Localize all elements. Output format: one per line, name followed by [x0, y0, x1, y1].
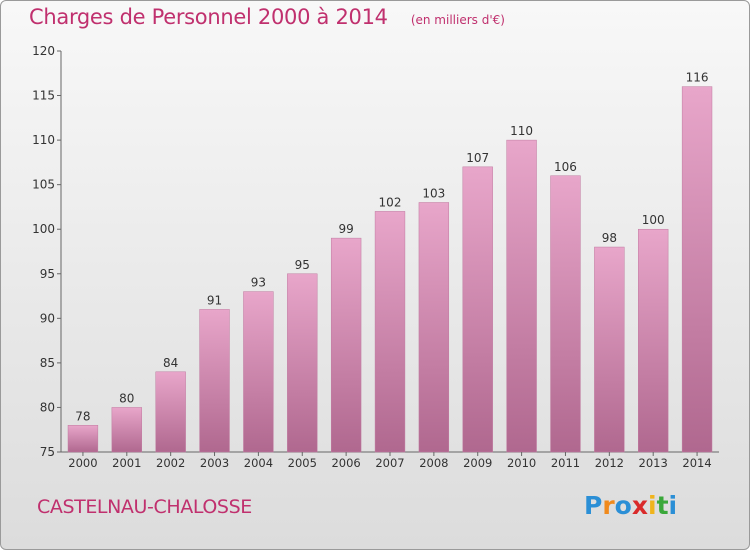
- bar: [594, 246, 625, 453]
- x-tick-label: 2013: [639, 456, 668, 470]
- logo-letter: i: [648, 491, 657, 520]
- bar-value-label: 98: [602, 231, 617, 245]
- logo-letter: P: [584, 491, 603, 520]
- chart-unit: (en milliers d'€): [410, 13, 505, 27]
- x-tick-label: 2000: [68, 456, 97, 470]
- proxiti-logo: Proxiti: [584, 491, 677, 520]
- bar-value-label: 93: [251, 276, 266, 290]
- logo-letter: i: [668, 491, 678, 520]
- bar-value-label: 110: [510, 124, 533, 138]
- x-tick-label: 2001: [112, 456, 141, 470]
- y-tick-label: 75: [40, 445, 55, 459]
- bar-value-label: 100: [642, 213, 665, 227]
- x-tick-label: 2004: [244, 456, 273, 470]
- commune-name: CASTELNAU-CHALOSSE: [37, 496, 252, 518]
- y-tick-label: 85: [40, 356, 55, 370]
- chart-title: Charges de Personnel 2000 à 2014: [29, 5, 388, 29]
- bar-value-label: 95: [295, 258, 310, 272]
- bar-value-label: 80: [119, 391, 134, 405]
- bar: [330, 237, 362, 453]
- bar-value-label: 91: [207, 293, 222, 307]
- bar-value-label: 99: [338, 222, 353, 236]
- bar: [111, 407, 142, 453]
- y-tick-label: 95: [40, 267, 55, 281]
- y-tick-label: 120: [32, 44, 55, 58]
- bar-value-label: 116: [686, 71, 709, 85]
- x-tick-label: 2009: [463, 456, 492, 470]
- bar: [374, 211, 406, 453]
- bar: [506, 139, 537, 453]
- bar: [199, 309, 230, 453]
- y-tick-label: 105: [32, 178, 55, 192]
- x-tick-label: 2005: [288, 456, 317, 470]
- bar-value-label: 84: [163, 356, 178, 370]
- bar: [550, 175, 581, 453]
- y-tick-label: 100: [32, 222, 55, 236]
- y-tick-label: 80: [40, 400, 55, 414]
- bar-value-label: 106: [554, 160, 577, 174]
- bar-value-label: 103: [422, 186, 445, 200]
- x-tick-label: 2002: [156, 456, 185, 470]
- bar: [681, 86, 713, 453]
- y-tick-label: 115: [32, 89, 55, 103]
- x-tick-label: 2012: [595, 456, 624, 470]
- logo-letter: t: [656, 491, 669, 520]
- bar-value-label: 78: [75, 409, 90, 423]
- bar: [287, 273, 318, 453]
- bar: [462, 166, 493, 453]
- bar: [243, 291, 274, 453]
- x-tick-label: 2006: [331, 456, 360, 470]
- title-block: Charges de Personnel 2000 à 2014 (en mil…: [29, 5, 505, 29]
- bar: [67, 425, 99, 453]
- y-tick-label: 110: [32, 133, 55, 147]
- bar: [638, 228, 669, 453]
- y-tick-label: 90: [40, 311, 55, 325]
- bar: [155, 371, 186, 453]
- x-tick-label: 2003: [200, 456, 229, 470]
- logo-letter: r: [602, 491, 615, 520]
- x-tick-label: 2011: [551, 456, 580, 470]
- x-tick-label: 2010: [507, 456, 536, 470]
- logo-letter: x: [631, 491, 648, 520]
- bar-value-label: 102: [379, 195, 402, 209]
- logo-letter: o: [614, 491, 632, 520]
- bar: [418, 202, 450, 453]
- bar-value-label: 107: [466, 151, 489, 165]
- x-tick-label: 2008: [419, 456, 448, 470]
- x-tick-label: 2014: [682, 456, 711, 470]
- x-tick-label: 2007: [375, 456, 404, 470]
